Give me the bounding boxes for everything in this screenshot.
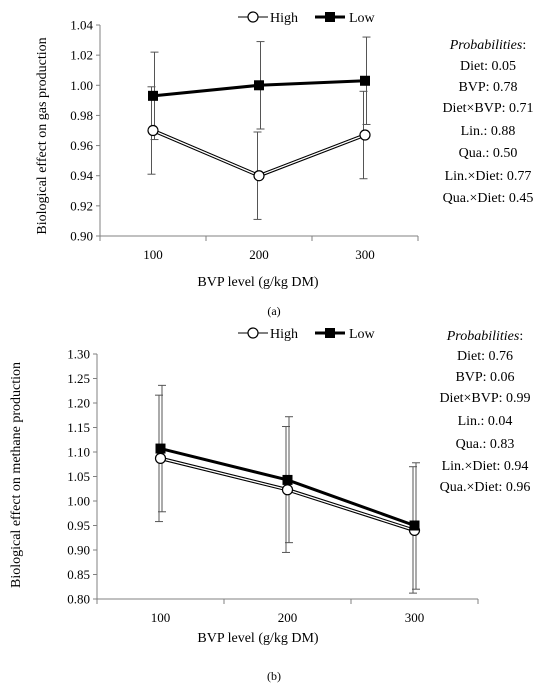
y-tick-label: 1.15 — [67, 420, 90, 435]
panel-b-prob-1: BVP: 0.06 — [455, 370, 514, 385]
panel-a-prob-4: Qua.: 0.50 — [459, 146, 518, 161]
panel-a-prob-title-text: Probabilities — [449, 38, 523, 53]
panel-b-xlabel: BVP level (g/kg DM) — [197, 631, 319, 646]
panel-a-xlabel: BVP level (g/kg DM) — [197, 275, 319, 290]
panel-b-prob-title-text: Probabilities — [446, 329, 520, 344]
panel-b-ylabel: Biological effect on methane production — [9, 362, 24, 588]
point-low — [254, 80, 264, 91]
y-tick-label: 1.20 — [67, 396, 90, 411]
panel-b-prob-2: Diet×BVP: 0.99 — [439, 391, 530, 406]
panel-a-prob-colon: : — [522, 38, 526, 53]
panel-a-prob-5: Lin.×Diet: 0.77 — [445, 169, 532, 184]
panel-b-prob-5: Lin.×Diet: 0.94 — [442, 459, 529, 474]
legend-low-label: Low — [349, 11, 376, 26]
point-high — [147, 124, 159, 137]
panel-b: 0.80 0.85 0.90 0.95 1.00 1.05 1.10 1.15 1.20 1.25… — [9, 327, 531, 683]
point-low — [409, 520, 420, 531]
series-line-high — [152, 128, 366, 178]
x-tick-label: 100 — [143, 247, 163, 262]
panel-b-probabilities: Probabilities: Diet: 0.76 BVP: 0.06 Diet… — [439, 329, 530, 495]
point-high — [154, 452, 167, 464]
point-low — [360, 75, 370, 86]
y-tick-label: 0.80 — [67, 592, 90, 607]
panel-a-legend: High Low — [238, 11, 376, 26]
panel-b-prob-4: Qua.: 0.83 — [456, 437, 515, 452]
legend-low-marker — [325, 12, 335, 22]
panel-b-legend: High Low — [238, 327, 376, 342]
point-low — [282, 474, 293, 485]
legend-high-label: High — [270, 327, 298, 342]
x-tick-label: 100 — [151, 610, 171, 625]
panel-a-plot: 0.90 0.92 0.94 0.96 0.98 1.00 1.02 1.04 100 200 30… — [70, 18, 419, 262]
y-tick-label: 1.00 — [67, 494, 90, 509]
y-tick-label: 1.30 — [67, 347, 90, 362]
y-tick-label: 1.04 — [70, 18, 93, 33]
panel-a-prob-title: Probabilities: — [449, 38, 526, 53]
x-tick-label: 200 — [249, 247, 269, 262]
y-tick-label: 0.94 — [70, 168, 93, 183]
panel-b-label: (b) — [267, 669, 281, 683]
panel-b-prob-title: Probabilities: — [446, 329, 523, 344]
legend-high-marker — [247, 327, 259, 339]
y-tick-label: 0.90 — [70, 229, 93, 244]
panel-a-ylabel: Biological effect on gas production — [35, 37, 50, 234]
panel-b-plot: 0.80 0.85 0.90 0.95 1.00 1.05 1.10 1.15 1.20 1.25… — [67, 347, 479, 625]
panel-a-prob-6: Qua.×Diet: 0.45 — [443, 191, 534, 206]
panel-b-prob-6: Qua.×Diet: 0.96 — [440, 480, 531, 495]
y-tick-label: 1.25 — [67, 371, 90, 386]
y-tick-label: 0.95 — [67, 518, 90, 533]
panel-a-prob-3: Lin.: 0.88 — [461, 124, 516, 139]
panel-a: 0.90 0.92 0.94 0.96 0.98 1.00 1.02 1.04 100 200 30… — [35, 11, 534, 318]
panel-b-prob-0: Diet: 0.76 — [457, 349, 513, 364]
y-tick-label: 0.92 — [70, 198, 93, 213]
y-tick-label: 0.98 — [70, 108, 93, 123]
point-high — [253, 170, 265, 182]
y-tick-label: 1.00 — [70, 78, 93, 93]
panel-a-prob-1: BVP: 0.78 — [458, 80, 517, 95]
legend-low-marker — [325, 328, 335, 338]
y-tick-label: 0.96 — [70, 138, 93, 153]
point-high — [359, 129, 371, 141]
legend-low-label: Low — [349, 327, 376, 342]
panel-a-label: (a) — [267, 304, 280, 318]
y-tick-label: 0.90 — [67, 543, 90, 558]
panel-b-prob-colon: : — [519, 329, 523, 344]
x-tick-label: 300 — [355, 247, 375, 262]
legend-high-label: High — [270, 11, 298, 26]
point-low — [148, 90, 158, 101]
x-tick-label: 300 — [405, 610, 425, 625]
panel-a-prob-2: Diet×BVP: 0.71 — [442, 101, 533, 116]
y-tick-label: 0.85 — [67, 567, 90, 582]
y-tick-label: 1.05 — [67, 469, 90, 484]
panel-a-prob-0: Diet: 0.05 — [460, 59, 516, 74]
panel-b-prob-3: Lin.: 0.04 — [458, 414, 513, 429]
y-tick-label: 1.02 — [70, 48, 93, 63]
point-high — [281, 484, 294, 496]
point-low — [155, 443, 166, 454]
panel-a-probabilities: Probabilities: Diet: 0.05 BVP: 0.78 Diet… — [442, 38, 533, 206]
legend-high-marker — [247, 11, 259, 23]
y-tick-label: 1.10 — [67, 445, 90, 460]
x-tick-label: 200 — [278, 610, 298, 625]
series-line-high-core — [152, 129, 366, 177]
